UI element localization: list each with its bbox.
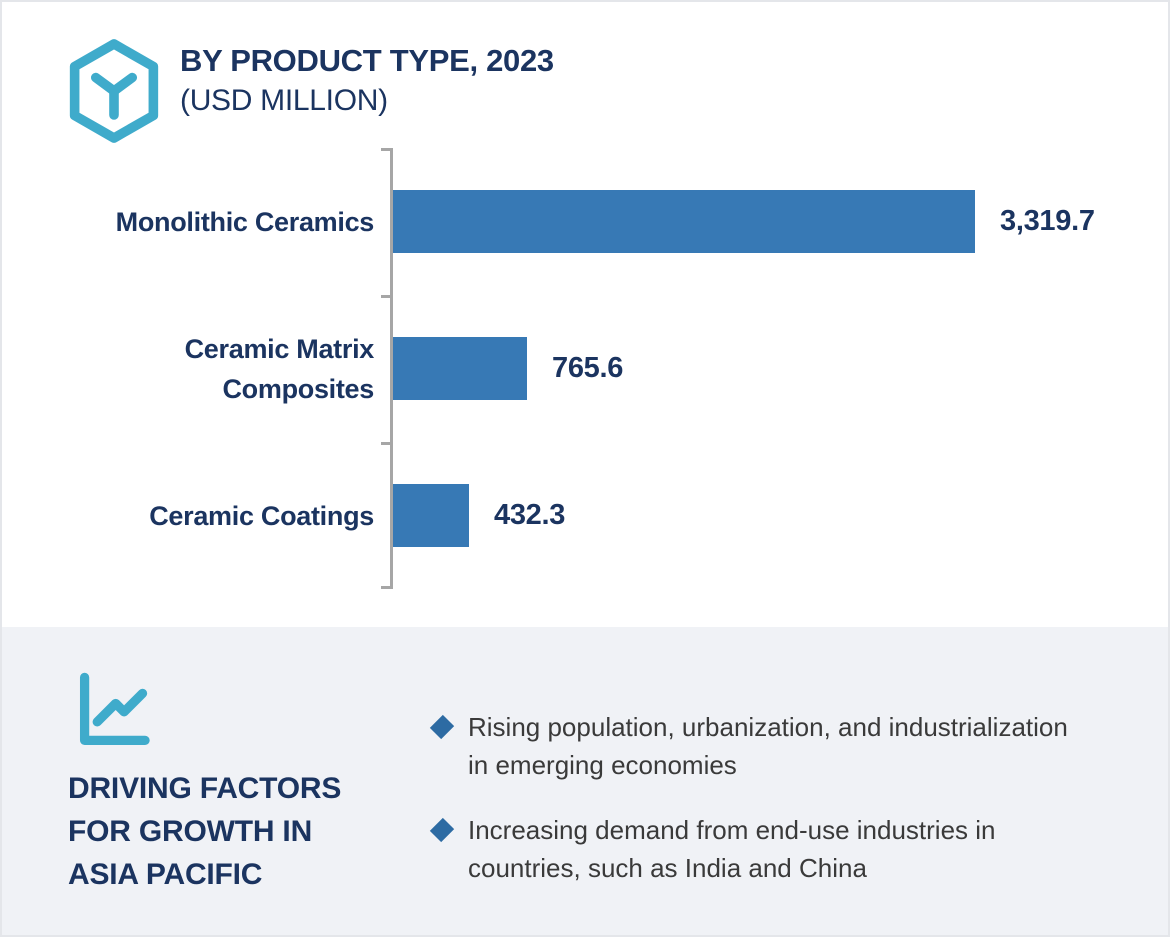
bar-row: Ceramic Matrix Composites 765.6: [82, 295, 1154, 442]
chart-section: BY PRODUCT TYPE, 2023 (USD MILLION) Mono…: [2, 2, 1168, 627]
axis-tick: [381, 442, 390, 445]
axis-tick: [381, 586, 390, 589]
chart-title: BY PRODUCT TYPE, 2023: [180, 43, 554, 78]
category-label: Monolithic Ceramics: [115, 206, 375, 237]
bar: [393, 190, 975, 253]
bullet-text: Rising population, urbanization, and ind…: [468, 712, 1068, 780]
bullet-text: Increasing demand from end-use industrie…: [468, 815, 996, 883]
y-axis-line: [381, 148, 393, 589]
chart-subtitle: (USD MILLION): [180, 84, 388, 117]
bar-row: Ceramic Coatings 432.3: [82, 442, 1154, 589]
diamond-bullet-icon: [429, 714, 455, 740]
axis-tick: [381, 148, 390, 151]
axis-tick: [381, 295, 390, 298]
value-label: 765.6: [552, 352, 624, 384]
value-label: 432.3: [494, 499, 566, 531]
value-label: 3,319.7: [1000, 205, 1095, 237]
bar-row: Monolithic Ceramics 3,319.7: [82, 148, 1154, 295]
hexagon-box-icon: [69, 39, 159, 143]
bar: [393, 337, 527, 400]
bullet-item: Rising population, urbanization, and ind…: [429, 708, 1130, 784]
category-label: Ceramic Matrix Composites: [184, 333, 375, 404]
line-chart-icon: [79, 672, 150, 746]
diamond-bullet-icon: [429, 817, 455, 843]
bullet-list: Rising population, urbanization, and ind…: [429, 708, 1130, 914]
driving-factors-heading: DRIVING FACTORS FOR GROWTH IN ASIA PACIF…: [68, 772, 342, 891]
driving-factors-section: DRIVING FACTORS FOR GROWTH IN ASIA PACIF…: [2, 627, 1168, 935]
category-label: Ceramic Coatings: [149, 500, 374, 531]
bar-chart: Monolithic Ceramics 3,319.7 Ceramic Matrix…: [82, 148, 1154, 589]
bar: [393, 484, 469, 547]
bullet-item: Increasing demand from end-use industrie…: [429, 811, 1130, 887]
title-block: BY PRODUCT TYPE, 2023 (USD MILLION): [180, 40, 554, 120]
